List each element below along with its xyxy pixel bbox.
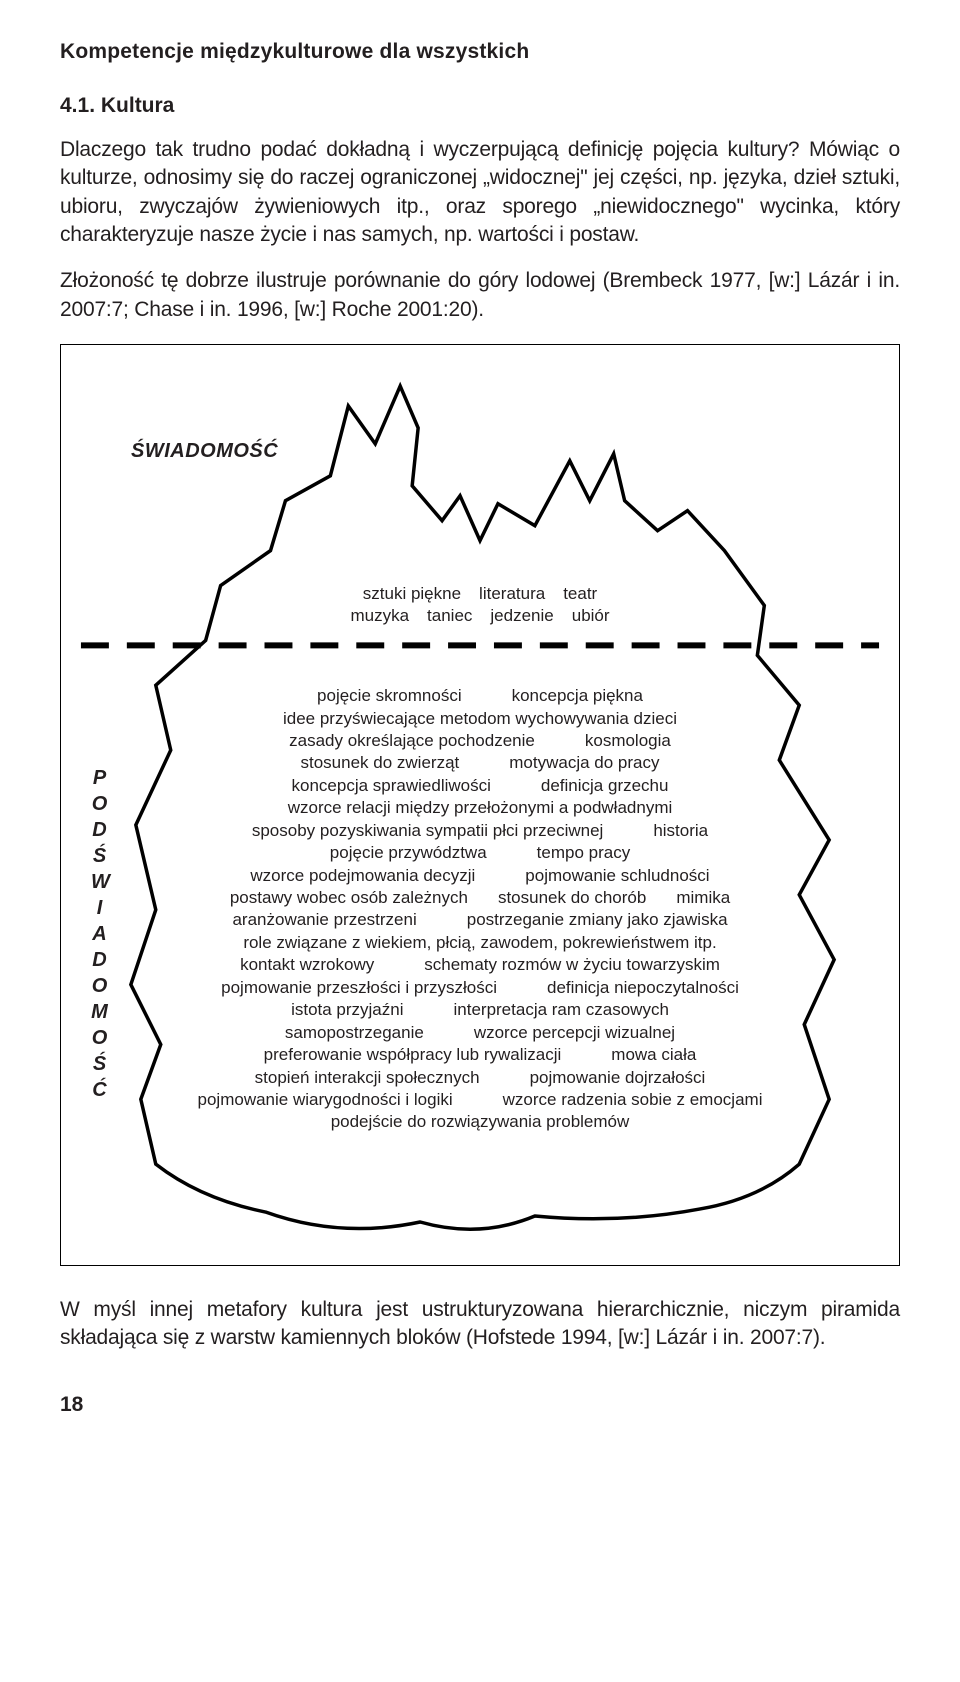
below-text-item: stosunek do zwierząt (301, 753, 460, 772)
below-text-item: postrzeganie zmiany jako zjawiska (467, 910, 728, 929)
below-text-line: pojmowanie przeszłości i przyszłości defi… (171, 977, 789, 999)
below-text-item: idee przyświecające metodom wychowywania… (283, 709, 677, 728)
below-text-item: wzorce relacji między przełożonymi a pod… (288, 798, 673, 817)
tip-text-item: ubiór (572, 606, 610, 625)
below-text-item: pojmowanie schludności (525, 866, 709, 885)
below-text-line: wzorce podejmowania decyzji pojmowanie sc… (171, 865, 789, 887)
below-text-item: pojmowanie dojrzałości (530, 1068, 706, 1087)
below-text-item: stopień interakcji społecznych (255, 1068, 480, 1087)
paragraph-3: W myśl innej metafory kultura jest ustru… (60, 1296, 900, 1353)
below-text-line: role związane z wiekiem, płcią, zawodem,… (171, 932, 789, 954)
section-number: 4.1. Kultura (60, 94, 900, 118)
below-text-item: pojęcie przywództwa (330, 843, 487, 862)
below-text-item: interpretacja ram czasowych (454, 1000, 669, 1019)
below-text-line: postawy wobec osób zależnych stosunek do … (171, 887, 789, 909)
page-number: 18 (60, 1393, 900, 1417)
below-text-item: zasady określające pochodzenie (289, 731, 535, 750)
tip-text-row: sztuki piękne literatura teatr (61, 583, 899, 605)
below-text-item: podejście do rozwiązywania problemów (331, 1112, 630, 1131)
paragraph-1: Dlaczego tak trudno podać dokładną i wyc… (60, 136, 900, 249)
awareness-label: ŚWIADOMOŚĆ (131, 440, 278, 463)
tip-text-item: sztuki piękne (363, 584, 461, 603)
paragraph-2: Złożoność tę dobrze ilustruje porównanie… (60, 267, 900, 324)
iceberg-tip-text: sztuki piękne literatura teatr muzyka taniec… (61, 583, 899, 627)
below-text-item: koncepcja piękna (512, 686, 643, 705)
below-text-line: pojęcie przywództwa tempo pracy (171, 842, 789, 864)
below-text-line: sposoby pozyskiwania sympatii płci przec… (171, 820, 789, 842)
below-text-line: stosunek do zwierząt motywacja do pracy (171, 752, 789, 774)
iceberg-figure: ŚWIADOMOŚĆ PODŚWIADOMOŚĆ sztuki piękneli… (60, 344, 900, 1266)
below-text-line: zasady określające pochodzenie kosmologia (171, 730, 789, 752)
below-text-item: tempo pracy (537, 843, 631, 862)
below-text-line: wzorce relacji między przełożonymi a pod… (171, 797, 789, 819)
below-text-line: kontakt wzrokowy schematy rozmów w życiu … (171, 954, 789, 976)
tip-text-item: taniec (427, 606, 472, 625)
below-text-item: pojmowanie przeszłości i przyszłości (221, 978, 497, 997)
below-text-item: istota przyjaźni (291, 1000, 403, 1019)
below-text-item: definicja niepoczytalności (547, 978, 739, 997)
below-text-item: pojmowanie wiarygodności i logiki (198, 1090, 453, 1109)
below-text-item: pojęcie skromności (317, 686, 462, 705)
below-text-item: schematy rozmów w życiu towarzyskim (424, 955, 720, 974)
iceberg-below-text: pojęcie skromności koncepcja piękna idee p… (61, 685, 899, 1134)
below-text-line: preferowanie współpracy lub rywalizacji m… (171, 1044, 789, 1066)
tip-text-item: muzyka (350, 606, 409, 625)
page-header: Kompetencje międzykulturowe dla wszystki… (60, 40, 900, 64)
below-text-item: role związane z wiekiem, płcią, zawodem,… (243, 933, 716, 952)
below-text-item: wzorce percepcji wizualnej (474, 1023, 675, 1042)
below-text-item: kosmologia (585, 731, 671, 750)
below-text-item: definicja grzechu (541, 776, 669, 795)
below-text-item: samopostrzeganie (285, 1023, 424, 1042)
tip-text-row: muzyka taniec jedzenie ubiór (61, 605, 899, 627)
tip-text-item: teatr (563, 584, 597, 603)
tip-text-item: literatura (479, 584, 545, 603)
tip-text-item: jedzenie (490, 606, 553, 625)
below-text-item: wzorce podejmowania decyzji (250, 866, 475, 885)
below-text-line: samopostrzeganie wzorce percepcji wizualn… (171, 1022, 789, 1044)
below-text-item: mowa ciała (611, 1045, 696, 1064)
below-text-line: idee przyświecające metodom wychowywania… (171, 708, 789, 730)
below-text-item: kontakt wzrokowy (240, 955, 374, 974)
below-text-line: koncepcja sprawiedliwości definicja grzec… (171, 775, 789, 797)
below-text-line: podejście do rozwiązywania problemów (171, 1111, 789, 1133)
below-text-line: pojęcie skromności koncepcja piękna (171, 685, 789, 707)
below-text-item: stosunek do chorób (498, 888, 646, 907)
below-text-item: preferowanie współpracy lub rywalizacji (264, 1045, 562, 1064)
below-text-item: mimika (676, 888, 730, 907)
below-text-line: stopień interakcji społecznych pojmowanie… (171, 1067, 789, 1089)
below-text-item: motywacja do pracy (509, 753, 659, 772)
below-text-line: aranżowanie przestrzeni postrzeganie zmia… (171, 909, 789, 931)
below-text-item: aranżowanie przestrzeni (232, 910, 416, 929)
below-text-line: pojmowanie wiarygodności i logiki wzorce … (171, 1089, 789, 1111)
below-text-item: wzorce radzenia sobie z emocjami (503, 1090, 763, 1109)
below-text-item: sposoby pozyskiwania sympatii płci przec… (252, 821, 603, 840)
below-text-item: postawy wobec osób zależnych (230, 888, 468, 907)
below-text-item: historia (653, 821, 708, 840)
below-text-item: koncepcja sprawiedliwości (292, 776, 491, 795)
below-text-line: istota przyjaźni interpretacja ram czasow… (171, 999, 789, 1021)
